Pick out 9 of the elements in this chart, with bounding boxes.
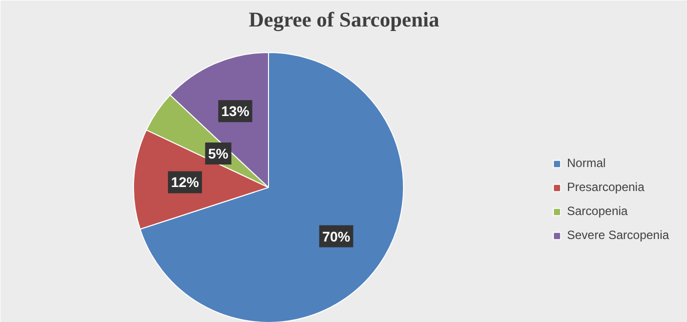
- legend-label: Normal: [567, 156, 606, 170]
- chart-title: Degree of Sarcopenia: [248, 8, 440, 32]
- legend-label: Presarcopenia: [567, 180, 644, 194]
- legend-label: Severe Sarcopenia: [567, 228, 670, 242]
- data-label: 70%: [322, 228, 351, 244]
- legend-label: Sarcopenia: [567, 204, 628, 218]
- data-label: 13%: [221, 103, 250, 120]
- data-label: 12%: [170, 174, 200, 190]
- data-label: 5%: [208, 146, 229, 162]
